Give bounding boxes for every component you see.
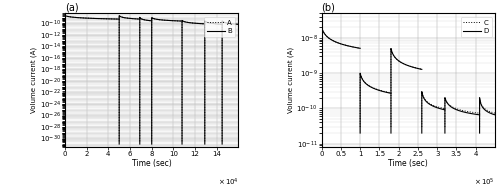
- Line: C: C: [322, 27, 360, 133]
- C: [322, 34, 328, 36]
- B: [62, 15, 68, 17]
- D: [357, 47, 363, 49]
- X-axis label: Time (sec): Time (sec): [388, 159, 428, 168]
- B: [62, 15, 68, 17]
- C: [318, 132, 324, 134]
- Text: $\times\,10^{4}$: $\times\,10^{4}$: [218, 176, 238, 188]
- Text: $\times\,10^{5}$: $\times\,10^{5}$: [474, 176, 495, 188]
- Text: (b): (b): [322, 3, 336, 13]
- X-axis label: Time (sec): Time (sec): [132, 159, 172, 168]
- B: [64, 15, 70, 17]
- Line: D: D: [322, 27, 360, 141]
- B: [62, 15, 68, 17]
- D: [318, 140, 324, 142]
- B: [62, 15, 68, 17]
- A: [62, 15, 68, 17]
- A: [62, 146, 68, 148]
- D: [318, 27, 324, 29]
- D: [320, 30, 326, 32]
- D: [318, 26, 324, 29]
- B: [116, 18, 122, 20]
- D: [322, 34, 328, 36]
- C: [318, 26, 324, 29]
- Legend: C, D: C, D: [460, 17, 492, 37]
- Text: (a): (a): [65, 3, 78, 13]
- A: [64, 15, 70, 17]
- D: [318, 27, 324, 29]
- Y-axis label: Volume current (A): Volume current (A): [30, 47, 37, 113]
- Line: A: A: [65, 16, 119, 147]
- A: [62, 15, 68, 17]
- D: [318, 26, 324, 28]
- A: [62, 15, 68, 17]
- B: [62, 149, 68, 151]
- A: [68, 16, 73, 18]
- D: [319, 28, 325, 30]
- Line: B: B: [65, 16, 119, 150]
- A: [116, 18, 122, 20]
- C: [357, 47, 363, 49]
- Legend: A, B: A, B: [204, 17, 235, 37]
- C: [318, 27, 324, 29]
- C: [318, 27, 324, 29]
- C: [319, 28, 325, 30]
- C: [318, 26, 324, 28]
- B: [68, 16, 73, 18]
- C: [320, 30, 326, 32]
- Y-axis label: Volume current (A): Volume current (A): [287, 47, 294, 113]
- B: [62, 15, 68, 17]
- A: [62, 15, 68, 17]
- A: [62, 15, 68, 17]
